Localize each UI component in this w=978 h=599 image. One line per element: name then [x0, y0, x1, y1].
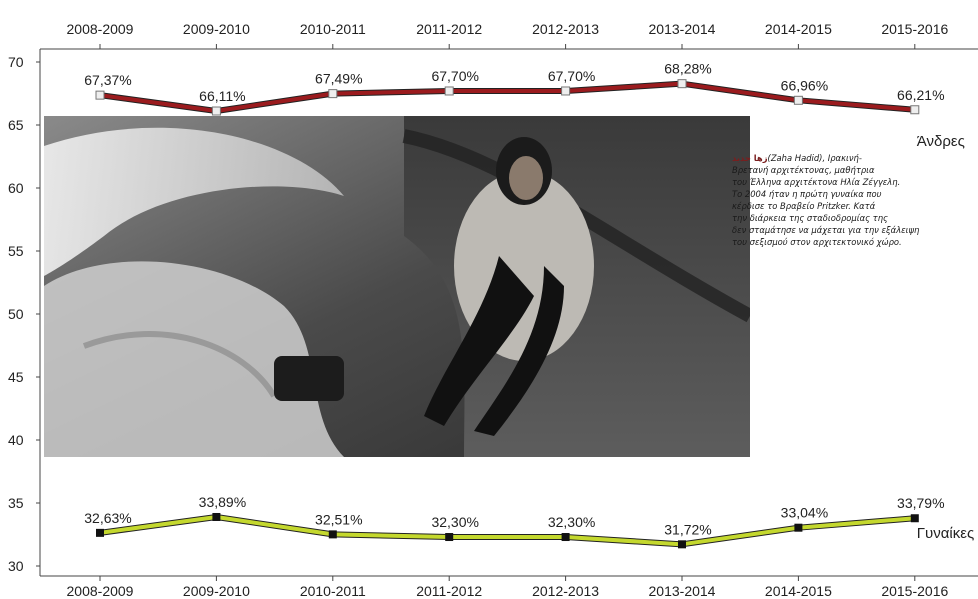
series-line: [99, 514, 915, 547]
x-tick-label-bottom: 2008-2009: [67, 583, 134, 599]
x-tick-label-bottom: 2014-2015: [765, 583, 832, 599]
x-tick-label-top: 2011-2012: [416, 21, 482, 37]
data-label: 67,70%: [548, 68, 595, 84]
x-tick-label-bottom: 2013-2014: [649, 583, 716, 599]
data-label: 67,49%: [315, 71, 362, 87]
x-tick-label-bottom: 2012-2013: [532, 583, 599, 599]
y-tick-label: 45: [8, 369, 24, 385]
data-label: 32,30%: [548, 514, 595, 530]
series-line: [99, 81, 915, 114]
data-label: 33,89%: [199, 494, 246, 510]
x-tick-label-top: 2009-2010: [183, 21, 250, 37]
data-point: [910, 105, 920, 115]
data-point: [561, 533, 570, 542]
series-gynaikes: 32,63% 33,89% 32,51% 32,30% 32,30% 31,72% 33,0…: [84, 494, 974, 549]
data-point: [95, 90, 105, 100]
y-tick-label: 65: [8, 117, 24, 133]
photo-caption: زها حديد(Zaha Hadid), Ιρακινή- Βρετανή α…: [732, 152, 978, 248]
data-point: [445, 533, 454, 542]
data-label: 32,63%: [84, 510, 131, 526]
data-point: [444, 86, 454, 96]
x-tick-label-top: 2010-2011: [300, 21, 366, 37]
series-andres: 67,37% 66,11% 67,49% 67,70% 67,70% 68,28% 66,9…: [84, 61, 965, 150]
y-tick-label: 60: [8, 180, 24, 196]
y-tick-label: 70: [8, 54, 24, 70]
data-label: 66,11%: [199, 88, 245, 104]
x-tick-label-bottom: 2015-2016: [881, 583, 948, 599]
data-label: 67,70%: [431, 68, 478, 84]
data-label: 32,51%: [315, 511, 362, 527]
data-point: [677, 79, 687, 89]
data-point: [561, 86, 571, 96]
data-label: 66,21%: [897, 87, 944, 103]
x-tick-label-top: 2014-2015: [765, 21, 832, 37]
data-label: 33,04%: [781, 505, 828, 521]
data-point: [328, 89, 338, 99]
x-tick-label-bottom: 2010-2011: [300, 583, 366, 599]
x-tick-label-bottom: 2011-2012: [416, 583, 482, 599]
data-label: 33,79%: [897, 495, 944, 511]
y-tick-label: 55: [8, 243, 24, 259]
data-point: [794, 523, 803, 532]
data-label: 68,28%: [664, 61, 711, 77]
caption-text: (Zaha Hadid), Ιρακινή- Βρετανή αρχιτέκτο…: [732, 153, 920, 247]
data-point: [678, 540, 686, 549]
y-tick-label: 40: [8, 432, 24, 448]
data-point: [910, 514, 919, 523]
x-tick-label-top: 2012-2013: [532, 21, 599, 37]
x-tick-label-bottom: 2009-2010: [183, 583, 250, 599]
caption-arabic-name: زها حديد: [732, 153, 768, 163]
x-tick-label-top: 2013-2014: [649, 21, 716, 37]
y-tick-label: 30: [8, 558, 24, 574]
data-label: 32,30%: [431, 514, 478, 530]
data-label: 67,37%: [84, 72, 131, 88]
data-label: 66,96%: [781, 77, 828, 93]
series-name-label: Άνδρες: [917, 133, 965, 150]
data-label: 31,72%: [664, 521, 711, 537]
data-point: [793, 95, 803, 105]
zaha-hadid-photo: [44, 116, 750, 457]
data-point: [96, 528, 104, 537]
series-name-label: Γυναίκες: [917, 525, 974, 542]
y-tick-label: 50: [8, 306, 24, 322]
y-tick-label: 35: [8, 495, 24, 511]
data-point: [212, 512, 221, 521]
x-tick-label-top: 2008-2009: [67, 21, 134, 37]
x-tick-label-top: 2015-2016: [881, 21, 948, 37]
series-line-outline: [99, 513, 916, 548]
data-point: [211, 106, 221, 116]
data-point: [328, 530, 337, 539]
